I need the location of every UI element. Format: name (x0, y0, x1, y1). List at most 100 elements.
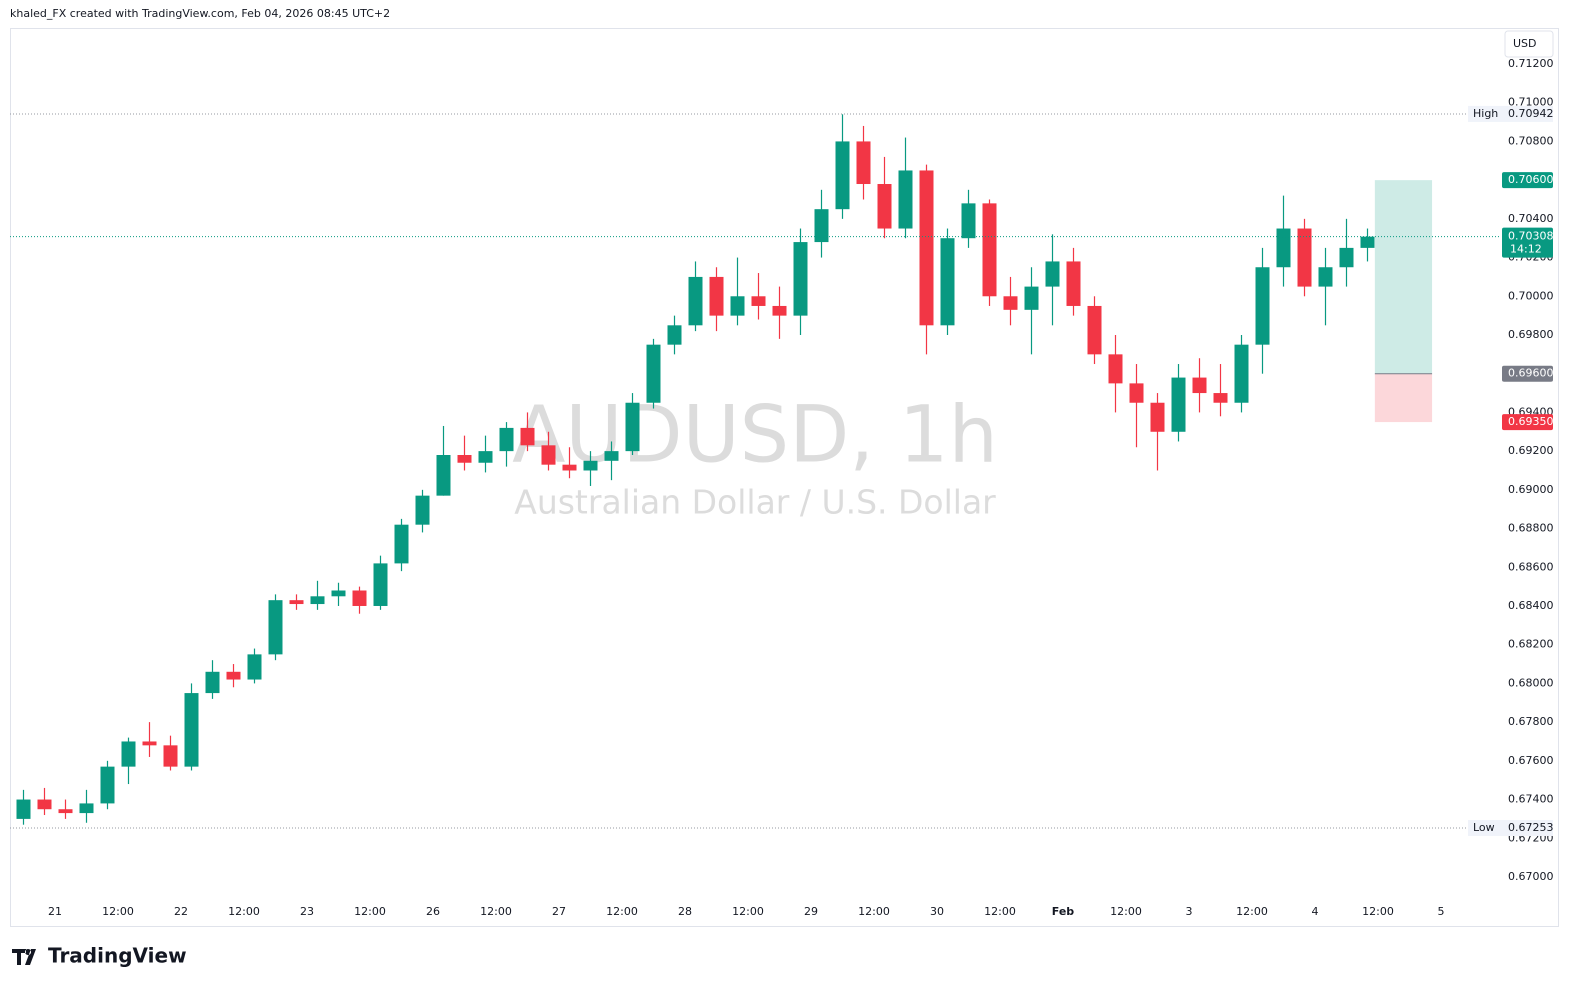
candle-body (1276, 228, 1291, 268)
x-tick-label: 12:00 (606, 905, 638, 918)
candle-body (1024, 286, 1039, 310)
y-tick-label: 0.68400 (1508, 599, 1554, 612)
marker-name: High (1473, 107, 1498, 120)
candle-body (919, 170, 934, 326)
candle-body (1192, 377, 1207, 394)
candle-body (268, 600, 283, 655)
candle-body (898, 170, 913, 229)
x-tick-label: 12:00 (984, 905, 1016, 918)
countdown: 14:12 (1510, 243, 1542, 256)
x-tick-label: 12:00 (102, 905, 134, 918)
x-tick-label: 3 (1185, 905, 1192, 918)
x-tick-label: 12:00 (858, 905, 890, 918)
candle-body (1150, 402, 1165, 432)
candle-body (751, 296, 766, 306)
x-tick-label: 29 (804, 905, 818, 918)
candle-body (583, 460, 598, 471)
candle-body (730, 296, 745, 316)
y-tick-label: 0.71200 (1508, 57, 1554, 70)
x-tick-label: 12:00 (732, 905, 764, 918)
candle-body (184, 693, 199, 767)
currency: USD (1513, 37, 1537, 50)
candle-body (667, 325, 682, 345)
currency-box[interactable] (1504, 30, 1554, 58)
candle-body (394, 524, 409, 564)
candle-body (352, 590, 367, 606)
candle-body (121, 741, 136, 767)
footer-brand: TradingView (48, 944, 187, 968)
x-tick-label: Feb (1052, 905, 1075, 918)
y-tick-label: 0.67800 (1508, 715, 1554, 728)
candle-body (100, 766, 115, 804)
y-tick-label: 0.69200 (1508, 444, 1554, 457)
candle-body (373, 563, 388, 606)
target-label-box (1502, 172, 1553, 189)
y-tick-label: 0.68200 (1508, 638, 1554, 651)
y-tick-label: 0.67600 (1508, 754, 1554, 767)
x-tick-label: 28 (678, 905, 692, 918)
header-text: khaled_FX created with TradingView.com, … (10, 7, 390, 20)
candle-body (163, 745, 178, 767)
candle-body (478, 451, 493, 463)
candle-body (16, 799, 31, 819)
y-tick-label: 0.71000 (1508, 96, 1554, 109)
candle-body (310, 596, 325, 605)
y-tick-label: 0.69800 (1508, 328, 1554, 341)
x-tick-label: 23 (300, 905, 314, 918)
candle-body (541, 445, 556, 465)
candle-body (772, 305, 787, 316)
candle-body (604, 451, 619, 461)
candle-body (457, 454, 472, 463)
candle-body (436, 454, 451, 496)
candle-body (1234, 344, 1249, 403)
candle-body (1213, 393, 1228, 403)
x-tick-label: 21 (48, 905, 62, 918)
candle-body (1171, 377, 1186, 432)
candle-body (1360, 236, 1375, 248)
y-tick-label: 0.67000 (1508, 870, 1554, 883)
chart-frame (10, 28, 1559, 927)
x-tick-label: 12:00 (228, 905, 260, 918)
candle-body (142, 741, 157, 746)
y-tick-label: 0.70400 (1508, 212, 1554, 225)
x-tick-label: 12:00 (1362, 905, 1394, 918)
x-tick-label: 12:00 (480, 905, 512, 918)
x-tick-label: 26 (426, 905, 440, 918)
marker-value: 0.67253 (1508, 821, 1554, 834)
marker-value: 0.70942 (1508, 107, 1554, 120)
y-tick-label: 0.67400 (1508, 793, 1554, 806)
y-tick-label: 0.70800 (1508, 134, 1554, 147)
candle-body (289, 600, 304, 605)
candle-body (856, 141, 871, 185)
candle-body (1045, 261, 1060, 287)
y-tick-label: 0.68800 (1508, 522, 1554, 535)
marker-name: Low (1473, 821, 1495, 834)
last-price-box (1502, 227, 1553, 258)
candle-body (79, 803, 94, 814)
entry-label-box (1502, 365, 1553, 382)
stop-label: 0.69350 (1508, 415, 1554, 428)
candle-body (247, 654, 262, 680)
x-tick-label: 12:00 (354, 905, 386, 918)
candle-body (37, 799, 52, 810)
candle-body (331, 590, 346, 597)
candle-body (226, 671, 241, 680)
candle-body (562, 464, 577, 471)
candle-body (625, 402, 640, 452)
candle-body (814, 209, 829, 243)
candle-body (1087, 305, 1102, 355)
marker-bg (1468, 105, 1553, 122)
x-tick-label: 12:00 (1110, 905, 1142, 918)
x-tick-label: 30 (930, 905, 944, 918)
candle-body (415, 495, 430, 525)
candle-body (1066, 261, 1081, 306)
candle-body (961, 203, 976, 239)
x-tick-label: 27 (552, 905, 566, 918)
candle-body (1339, 247, 1354, 268)
target-label: 0.70600 (1508, 173, 1554, 186)
candle-body (646, 344, 661, 403)
candle-body (1297, 228, 1312, 287)
candle-body (1318, 267, 1333, 287)
